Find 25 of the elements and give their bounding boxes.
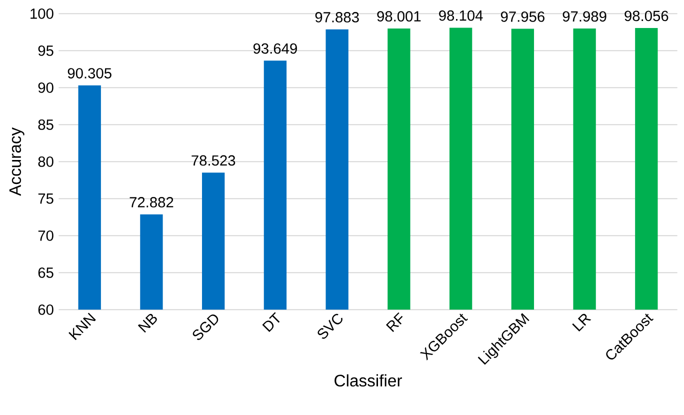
data-label: 98.056 [624,10,668,22]
x-tick-label: NB [138,314,157,333]
data-label: 78.523 [192,155,236,166]
data-label: 98.104 [439,10,483,21]
y-tick-label: 95 [38,45,54,56]
y-axis-title: Accuracy [9,127,24,196]
data-label: 97.956 [500,11,544,22]
y-tick-label: 100 [30,8,54,19]
y-tick-label: 75 [38,194,54,204]
data-label: 72.882 [130,197,174,208]
data-label: 97.989 [562,11,606,22]
x-tick-label: RF [386,312,403,332]
data-label: 93.649 [253,43,297,54]
y-tick-label: 90 [38,82,54,93]
x-tick-label: DT [262,312,280,332]
y-tick-label: 70 [38,230,54,241]
data-label: 97.883 [315,12,359,22]
x-tick-label: LR [572,314,592,332]
y-tick-label: 80 [38,156,54,167]
data-label: 90.305 [68,68,112,78]
y-tick-label: 85 [38,119,54,130]
data-label: 98.001 [377,11,421,22]
y-tick-label: 60 [38,304,54,315]
y-tick-label: 65 [38,267,54,278]
x-axis-title: Classifier [334,374,402,387]
